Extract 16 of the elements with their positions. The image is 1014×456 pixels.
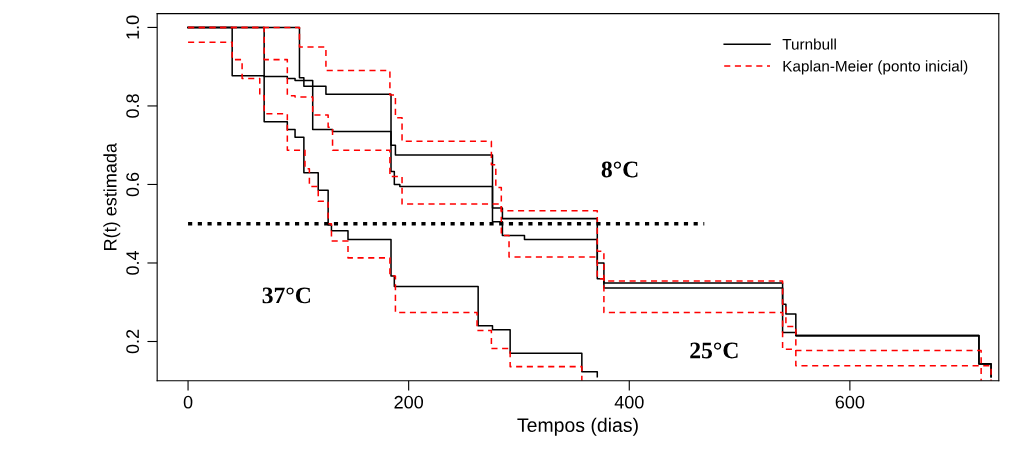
annotation: 25°C [690,342,738,359]
annotation: 37°C [262,287,311,304]
x-tick-label: 400 [614,395,644,409]
y-tick-label: 0.2 [126,329,140,354]
legend-label: Kaplan-Meier (ponto inicial) [783,60,968,75]
y-axis-title: R(t) estimada [103,143,121,250]
x-tick-label: 0 [183,395,193,409]
y-tick-label: 1.0 [126,15,140,39]
y-tick-label: 0.6 [126,172,140,197]
y-tick-label: 0.8 [126,94,140,118]
legend-label: Turnbull [782,38,836,50]
x-tick-label: 200 [394,395,424,409]
x-tick-label: 600 [835,395,865,409]
annotation: 8°C [601,161,638,178]
x-axis-title: Tempos (dias) [517,417,638,436]
y-tick-label: 0.4 [126,250,140,275]
